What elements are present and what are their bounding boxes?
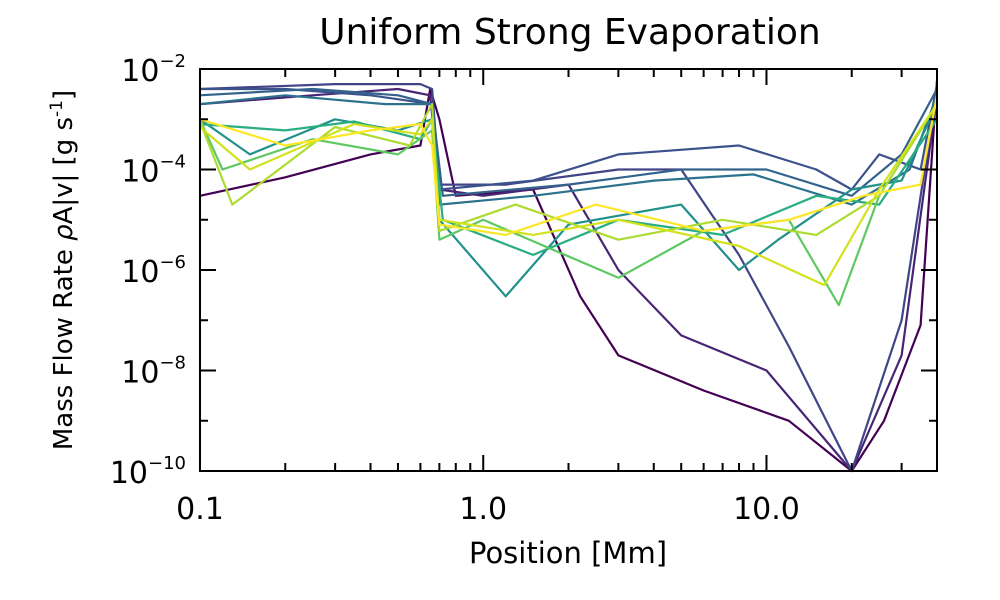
- y-tick-label: 10−4: [121, 152, 186, 190]
- series-line-7: [199, 103, 938, 298]
- series-line-12: [199, 95, 939, 236]
- y-axis-label-suffix: ]: [49, 90, 79, 100]
- x-tick-label: 0.1: [176, 492, 224, 527]
- series-line-10: [198, 103, 938, 241]
- series-layer: [198, 80, 939, 473]
- series-line-6: [199, 94, 939, 206]
- x-tick-label: 1.0: [459, 492, 507, 527]
- y-axis-label-prefix: Mass Flow Rate: [49, 241, 79, 450]
- series-line-9: [198, 103, 938, 307]
- y-tick-label: 10−6: [121, 252, 186, 290]
- y-tick-label: 10−2: [121, 51, 186, 89]
- series-line-11: [199, 103, 938, 287]
- chart-title: Uniform Strong Evaporation: [319, 12, 820, 53]
- y-axis-label-sup: -1: [47, 100, 67, 117]
- tick-layer: 0.1 1.0 10.0 10−2 10−4 10−6 10−8 10−10: [110, 51, 938, 527]
- x-tick-label: 10.0: [733, 492, 800, 527]
- y-tick-label: 10−10: [110, 453, 186, 491]
- y-tick-label: 10−8: [121, 353, 186, 391]
- x-axis-label: Position [Mm]: [469, 536, 667, 570]
- y-axis-label: Mass Flow Rate ρA|v| [g s-1]: [47, 90, 79, 450]
- series-line-5: [199, 87, 938, 197]
- series-line-4: [200, 83, 939, 191]
- y-axis-label-mid: A|v| [g s: [49, 117, 79, 224]
- series-line-8: [199, 118, 938, 256]
- y-axis-label-rho: ρ: [49, 224, 79, 241]
- series-line-1: [199, 80, 939, 473]
